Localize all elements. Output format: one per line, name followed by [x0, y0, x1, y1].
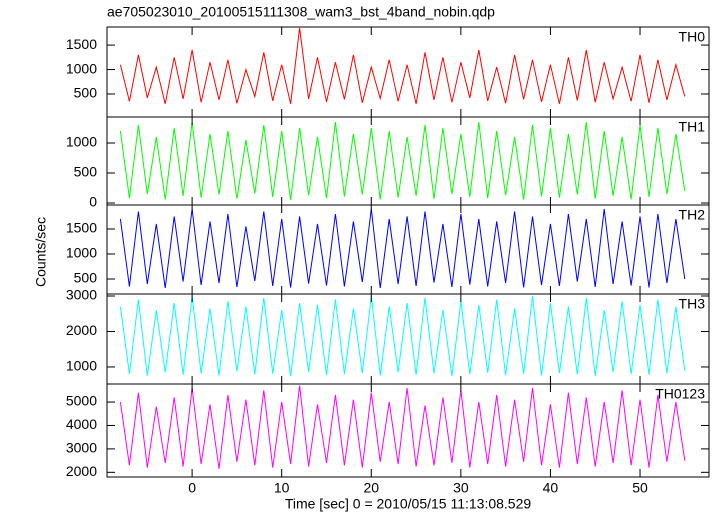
- panel-frame: [106, 26, 710, 118]
- series-label: TH1: [679, 119, 706, 135]
- y-tick-label: 1000: [66, 358, 97, 374]
- data-line: [119, 295, 686, 377]
- y-tick-label: 500: [74, 85, 98, 101]
- y-tick-label: 1000: [66, 245, 97, 261]
- y-tick-label: 1500: [66, 220, 97, 236]
- x-tick-label: 40: [543, 480, 559, 496]
- y-tick-label: 1000: [66, 60, 97, 76]
- y-tick-label: 5000: [66, 393, 97, 409]
- chart-title: ae705023010_20100515111308_wam3_bst_4ban…: [107, 4, 495, 20]
- y-axis-label: Counts/sec: [33, 217, 49, 287]
- y-tick-label: 4000: [66, 416, 97, 432]
- series-label: TH2: [679, 207, 706, 223]
- series-label: TH0: [679, 29, 706, 45]
- data-line: [119, 208, 686, 289]
- y-tick-label: 1500: [66, 36, 97, 52]
- x-tick-label: 50: [632, 480, 648, 496]
- y-tick-label: 500: [74, 164, 98, 180]
- data-line: [119, 27, 686, 104]
- y-tick-label: 2000: [66, 463, 97, 479]
- data-line: [119, 121, 686, 201]
- series-label: TH0123: [655, 386, 705, 402]
- x-axis-label: Time [sec] 0 = 2010/05/15 11:13:08.529: [285, 496, 532, 512]
- y-tick-label: 2000: [66, 322, 97, 338]
- x-tick-label: 30: [453, 480, 469, 496]
- y-tick-label: 3000: [66, 440, 97, 456]
- y-tick-label: 0: [89, 194, 97, 210]
- y-tick-label: 1000: [66, 134, 97, 150]
- panel-frame: [106, 383, 710, 478]
- y-tick-label: 500: [74, 270, 98, 286]
- y-tick-label: 3000: [66, 287, 97, 303]
- series-label: TH3: [679, 296, 706, 312]
- x-tick-label: 10: [274, 480, 290, 496]
- x-tick-label: 20: [363, 480, 379, 496]
- data-line: [119, 385, 686, 469]
- x-tick-label: 0: [188, 480, 196, 496]
